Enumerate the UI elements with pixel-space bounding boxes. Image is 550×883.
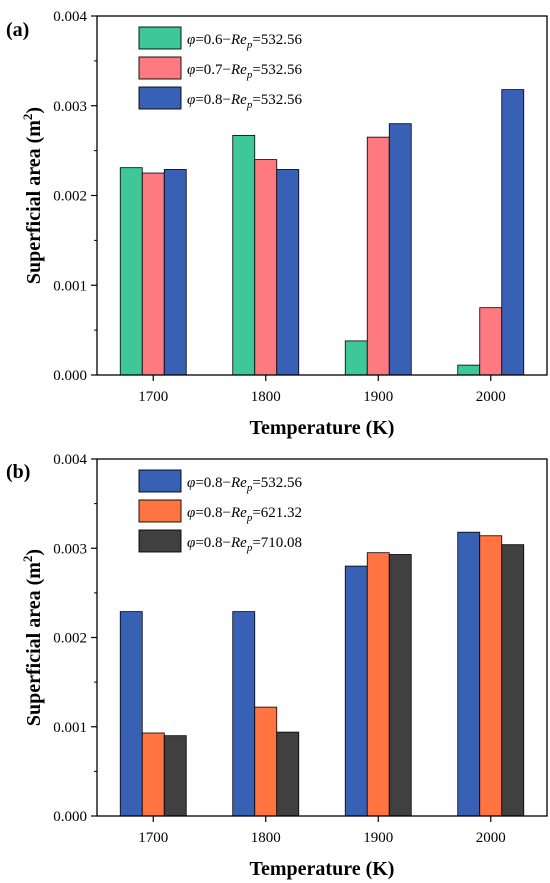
bar — [366, 552, 390, 817]
bar — [141, 732, 165, 817]
legend-swatch — [138, 529, 182, 553]
x-tick-label: 1700 — [138, 389, 168, 405]
legend: φ=0.8−Rep=532.56 φ=0.8−Rep=621.32 φ=0.8−Re… — [138, 469, 303, 554]
bar — [141, 172, 165, 376]
legend-label: φ=0.8−Rep=621.32 — [187, 505, 302, 524]
bar — [479, 307, 503, 376]
bar — [119, 167, 143, 376]
bar — [388, 123, 412, 376]
legend-swatch — [138, 86, 182, 110]
legend-swatch — [138, 56, 182, 80]
y-tick-label: 0.003 — [53, 541, 87, 557]
bar — [163, 169, 187, 376]
panel-label: (b) — [6, 461, 30, 483]
bar — [501, 89, 525, 376]
bar — [366, 136, 390, 376]
panel-label: (a) — [6, 19, 29, 41]
x-tick-label: 2000 — [476, 389, 506, 405]
chart-panel-a: 0.000 0.001 0.002 0.003 0.004 1700 1800 1900 200… — [6, 9, 548, 439]
bar — [344, 565, 368, 817]
y-axis-title: Superficial area (m2) — [20, 549, 45, 726]
legend-swatch — [138, 499, 182, 523]
x-tick-label: 2000 — [476, 830, 506, 846]
y-tick-label: 0.002 — [53, 631, 87, 647]
legend-label: φ=0.8−Rep=532.56 — [187, 475, 303, 494]
bar — [119, 611, 143, 817]
bar — [163, 735, 187, 817]
legend: φ=0.6−Rep=532.56 φ=0.7−Rep=532.56 φ=0.8−Re… — [138, 26, 303, 111]
legend-swatch — [138, 469, 182, 493]
x-tick-label: 1800 — [251, 830, 281, 846]
x-tick-label: 1900 — [363, 830, 393, 846]
bar — [276, 731, 300, 817]
x-tick-label: 1700 — [138, 830, 168, 846]
x-axis-title: Temperature (K) — [250, 858, 395, 880]
x-tick-label: 1800 — [251, 389, 281, 405]
legend-swatch — [138, 26, 182, 50]
bar — [457, 364, 481, 376]
legend-label: φ=0.6−Rep=532.56 — [187, 32, 303, 51]
y-tick-label: 0.004 — [53, 452, 87, 468]
bar — [388, 554, 412, 817]
bar — [232, 134, 256, 376]
y-tick-label: 0.003 — [53, 99, 87, 115]
y-tick-label: 0.001 — [53, 720, 87, 736]
bar — [276, 169, 300, 376]
bar — [479, 535, 503, 817]
y-tick-label: 0.000 — [53, 809, 87, 825]
legend-label: φ=0.8−Rep=710.08 — [187, 535, 302, 554]
bar — [457, 531, 481, 817]
y-tick-label: 0.000 — [53, 368, 87, 384]
y-tick-label: 0.004 — [53, 9, 87, 25]
y-tick-label: 0.002 — [53, 189, 87, 205]
bar — [254, 159, 278, 376]
bar — [232, 611, 256, 817]
bar — [254, 706, 278, 817]
bar — [501, 544, 525, 817]
legend-label: φ=0.7−Rep=532.56 — [187, 62, 303, 81]
chart-panel-b: 0.000 0.001 0.002 0.003 0.004 1700 1800 1900 200… — [6, 452, 548, 880]
y-tick-label: 0.001 — [53, 278, 87, 294]
x-axis-title: Temperature (K) — [250, 417, 395, 439]
bar — [344, 340, 368, 376]
y-axis-title: Superficial area (m2) — [20, 107, 45, 284]
legend-label: φ=0.8−Rep=532.56 — [187, 92, 303, 111]
x-tick-label: 1900 — [363, 389, 393, 405]
